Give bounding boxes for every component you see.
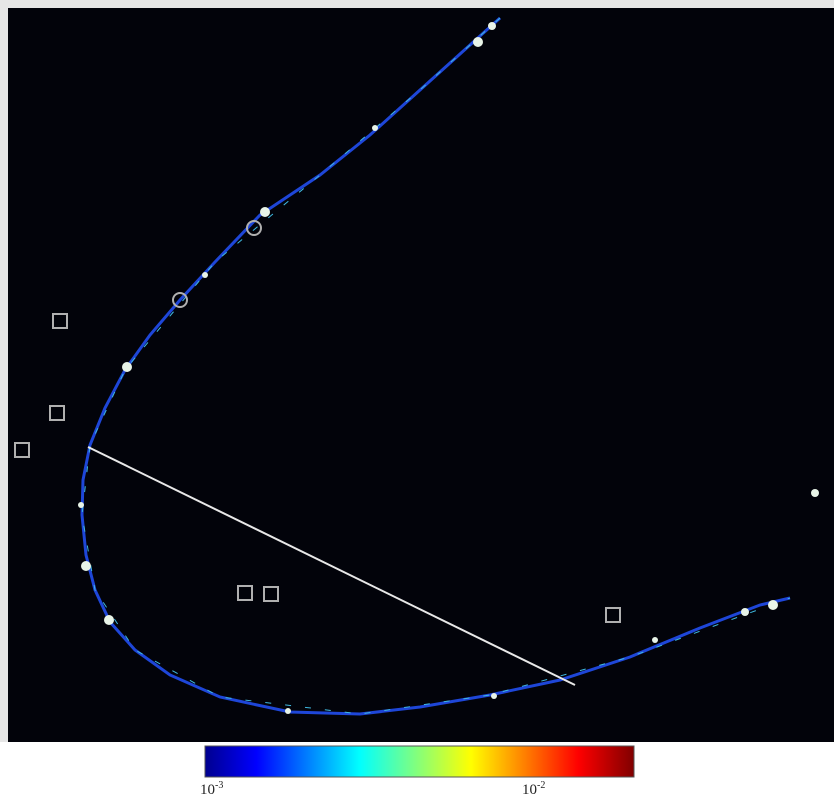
colorbar — [204, 745, 635, 778]
label-exponent: -3 — [215, 780, 223, 791]
label-base: 10 — [522, 782, 537, 797]
label-exponent: -2 — [537, 780, 545, 791]
markers — [14, 220, 621, 623]
arc-highlight — [81, 17, 791, 715]
bright-spots — [78, 22, 819, 714]
image-area — [8, 8, 834, 742]
colorbar-label: 10-3 — [200, 780, 223, 797]
arc — [80, 16, 791, 716]
measure-line — [87, 446, 576, 686]
label-base: 10 — [200, 782, 215, 797]
colorbar-label: 10-2 — [522, 780, 545, 797]
